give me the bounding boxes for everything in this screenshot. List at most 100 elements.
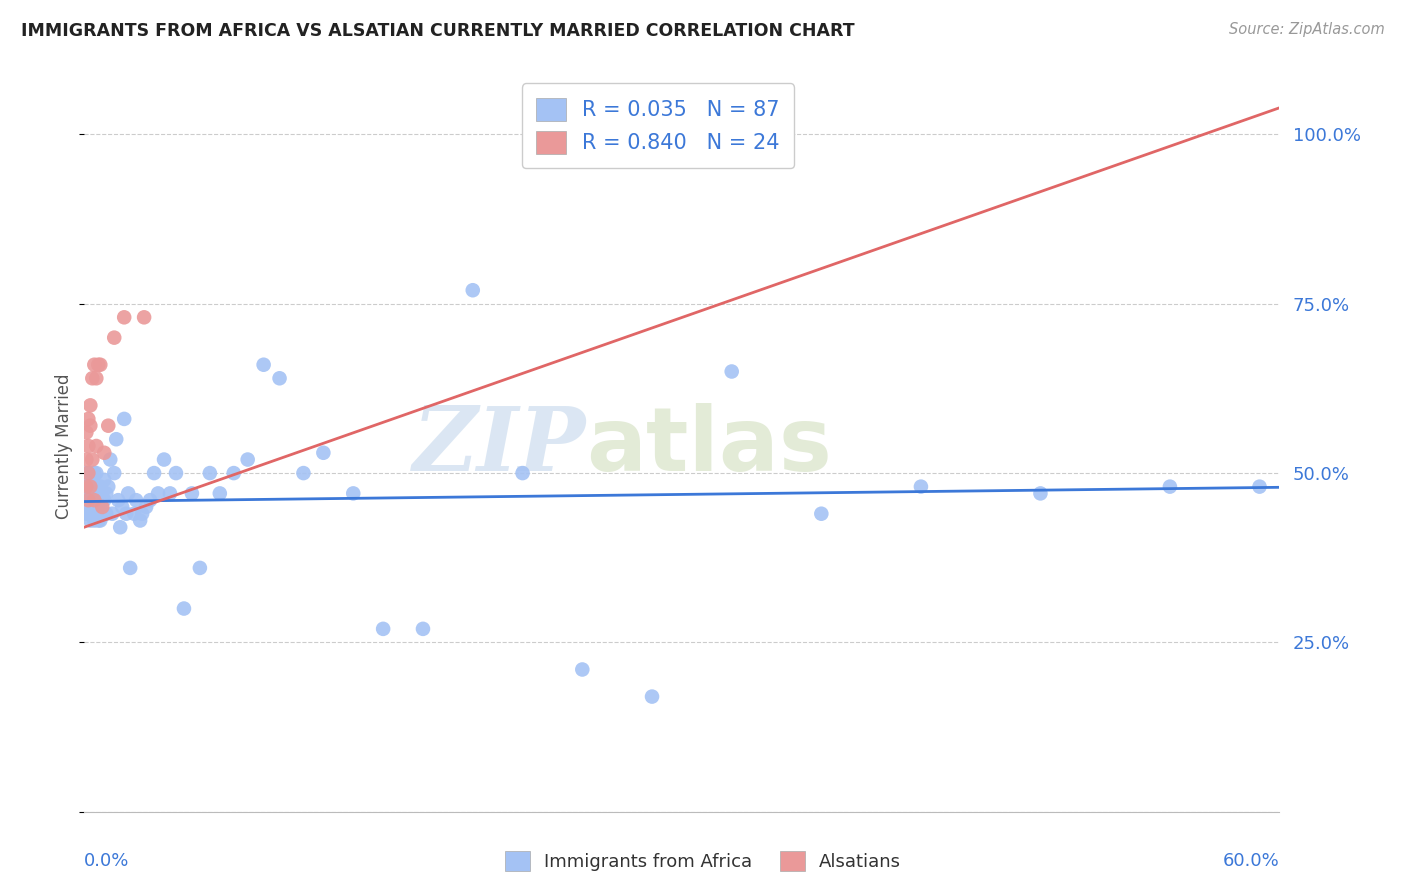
Text: atlas: atlas xyxy=(586,402,832,490)
Point xyxy=(112,310,135,325)
Point xyxy=(77,466,100,480)
Point xyxy=(79,480,101,494)
Point xyxy=(75,480,97,494)
Point xyxy=(86,466,108,480)
Point xyxy=(82,371,104,385)
Point xyxy=(222,466,245,480)
Point xyxy=(83,514,105,528)
Point xyxy=(153,452,176,467)
Point xyxy=(83,493,105,508)
Point xyxy=(77,500,100,514)
Text: ZIP: ZIP xyxy=(413,403,586,489)
Point xyxy=(122,507,145,521)
Point xyxy=(512,466,534,480)
Point xyxy=(120,561,142,575)
Point xyxy=(77,480,100,494)
Point xyxy=(342,486,364,500)
Point xyxy=(86,439,108,453)
Point xyxy=(77,466,100,480)
Point xyxy=(112,412,135,426)
Point xyxy=(82,473,104,487)
Point xyxy=(312,446,335,460)
Point xyxy=(146,486,169,500)
Point xyxy=(77,493,100,508)
Point xyxy=(159,486,181,500)
Point xyxy=(129,514,152,528)
Point xyxy=(208,486,231,500)
Point xyxy=(93,446,115,460)
Point xyxy=(269,371,291,385)
Point xyxy=(89,493,111,508)
Point xyxy=(91,486,114,500)
Point xyxy=(75,486,97,500)
Point xyxy=(86,480,108,494)
Point xyxy=(188,561,211,575)
Point xyxy=(1029,486,1052,500)
Point xyxy=(87,514,110,528)
Point xyxy=(105,432,128,446)
Point xyxy=(373,622,395,636)
Point xyxy=(125,493,148,508)
Point xyxy=(96,486,118,500)
Point xyxy=(181,486,204,500)
Point xyxy=(412,622,434,636)
Point xyxy=(77,493,100,508)
Point xyxy=(75,480,97,494)
Point xyxy=(89,514,111,528)
Point xyxy=(79,418,101,433)
Legend: R = 0.035   N = 87, R = 0.840   N = 24: R = 0.035 N = 87, R = 0.840 N = 24 xyxy=(522,83,794,169)
Text: Source: ZipAtlas.com: Source: ZipAtlas.com xyxy=(1229,22,1385,37)
Point xyxy=(82,486,104,500)
Point xyxy=(93,493,115,508)
Point xyxy=(77,473,100,487)
Point xyxy=(93,473,115,487)
Point xyxy=(89,358,111,372)
Point xyxy=(461,283,484,297)
Point xyxy=(173,601,195,615)
Point xyxy=(77,412,100,426)
Point xyxy=(139,493,162,508)
Point xyxy=(720,364,742,378)
Point xyxy=(86,493,108,508)
Legend: Immigrants from Africa, Alsatians: Immigrants from Africa, Alsatians xyxy=(498,844,908,879)
Point xyxy=(107,493,129,508)
Point xyxy=(641,690,664,704)
Point xyxy=(91,500,114,514)
Point xyxy=(1249,480,1271,494)
Point xyxy=(110,520,132,534)
Point xyxy=(111,500,134,514)
Point xyxy=(135,500,157,514)
Point xyxy=(810,507,832,521)
Point xyxy=(131,507,153,521)
Point xyxy=(87,486,110,500)
Point xyxy=(79,507,101,521)
Point xyxy=(87,500,110,514)
Point xyxy=(132,310,156,325)
Point xyxy=(82,507,104,521)
Point xyxy=(83,493,105,508)
Point xyxy=(79,466,101,480)
Point xyxy=(75,507,97,521)
Text: 0.0%: 0.0% xyxy=(84,852,129,870)
Point xyxy=(87,358,110,372)
Point xyxy=(143,466,166,480)
Point xyxy=(96,507,118,521)
Point xyxy=(165,466,187,480)
Point xyxy=(292,466,315,480)
Text: 60.0%: 60.0% xyxy=(1223,852,1279,870)
Point xyxy=(253,358,276,372)
Point xyxy=(75,493,97,508)
Point xyxy=(75,425,97,440)
Point xyxy=(82,452,104,467)
Y-axis label: Currently Married: Currently Married xyxy=(55,373,73,519)
Point xyxy=(86,371,108,385)
Point xyxy=(83,358,105,372)
Point xyxy=(79,493,101,508)
Point xyxy=(236,452,259,467)
Point xyxy=(1159,480,1181,494)
Point xyxy=(571,663,593,677)
Point xyxy=(86,507,108,521)
Point xyxy=(82,493,104,508)
Point xyxy=(79,398,101,412)
Point xyxy=(89,480,111,494)
